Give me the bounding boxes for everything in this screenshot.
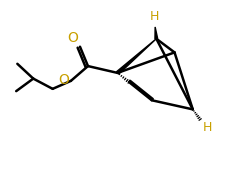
Polygon shape: [155, 27, 158, 39]
Text: O: O: [58, 73, 69, 87]
Text: H: H: [149, 10, 159, 23]
Polygon shape: [117, 39, 156, 74]
Text: O: O: [67, 31, 78, 45]
Text: H: H: [203, 121, 212, 134]
